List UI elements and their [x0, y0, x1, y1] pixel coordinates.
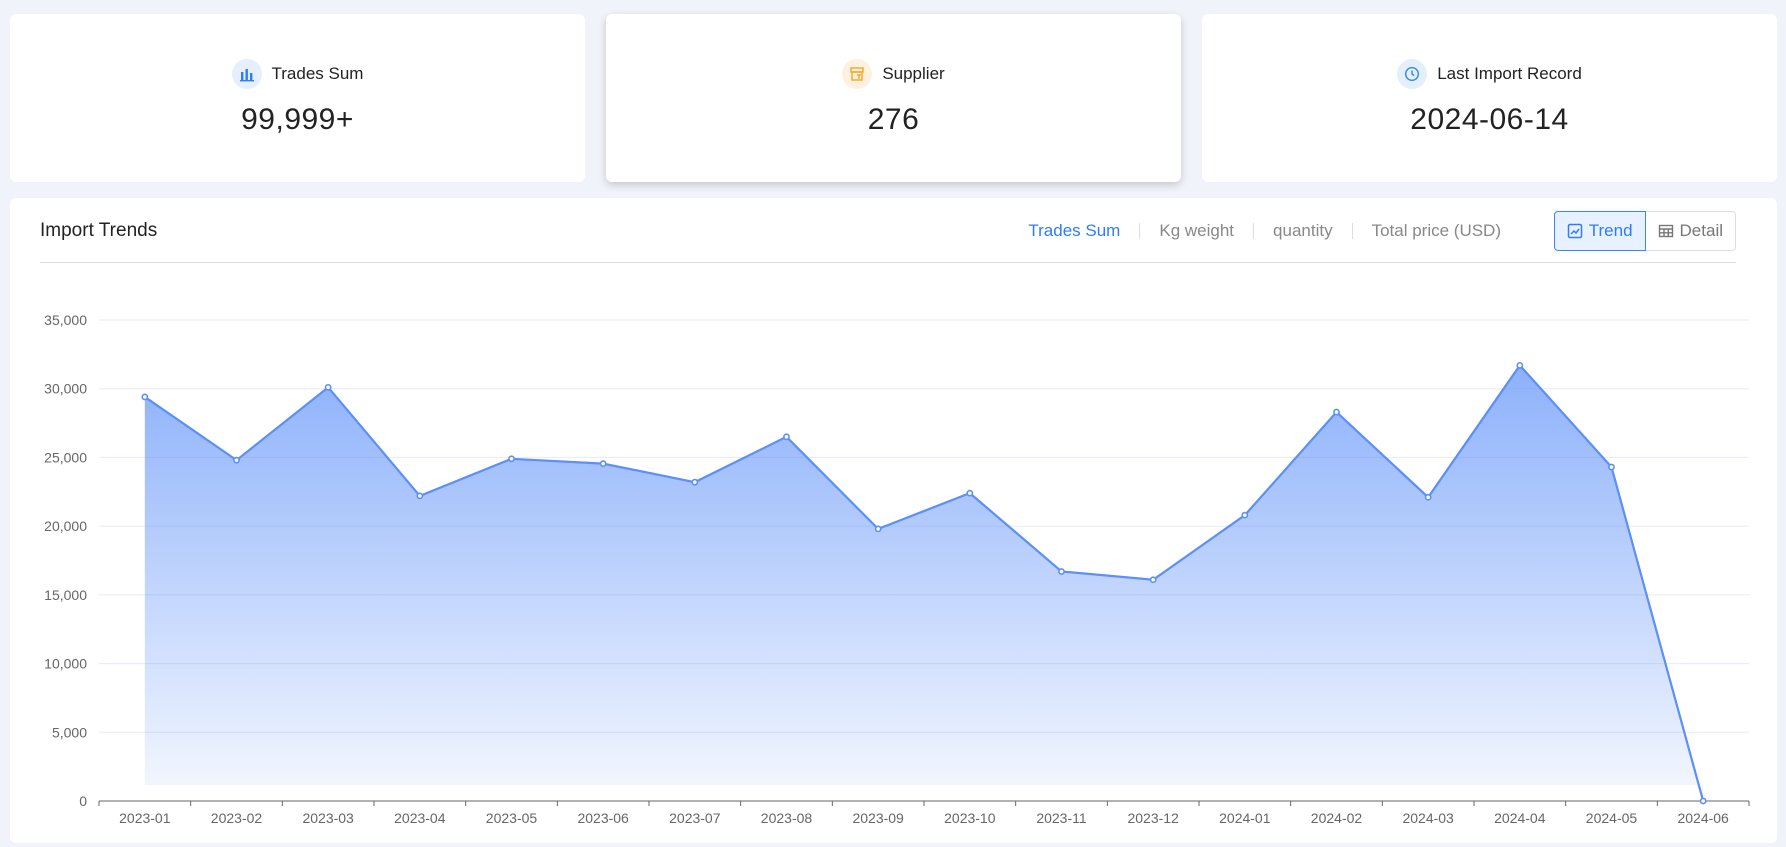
view-toggle: Trend Detail [1553, 211, 1736, 251]
divider [1351, 223, 1353, 239]
y-tick-label: 10,000 [44, 656, 87, 672]
metric-tabs: Trades Sum Kg weight quantity Total pric… [1028, 221, 1501, 241]
data-point [1608, 463, 1615, 471]
header-divider [40, 262, 1736, 263]
detail-view-button[interactable]: Detail [1645, 211, 1736, 251]
area-fill [144, 365, 1704, 801]
x-tick-label: 2023-02 [211, 810, 263, 826]
data-point [1333, 408, 1340, 416]
metric-quantity[interactable]: quantity [1273, 221, 1333, 240]
card-label: Trades Sum [271, 64, 364, 83]
x-tick-label: 2023-10 [944, 810, 996, 826]
x-tick-label: 2023-11 [1036, 810, 1087, 826]
card-value: 2024-06-14 [1410, 103, 1569, 136]
x-tick-label: 2024-01 [1219, 810, 1271, 826]
metric-trades-sum[interactable]: Trades Sum [1028, 221, 1121, 240]
x-tick-label: 2024-04 [1494, 810, 1546, 826]
x-tick-label: 2023-09 [852, 810, 904, 826]
data-point [691, 478, 699, 486]
y-tick-label: 0 [79, 793, 87, 809]
y-tick-label: 5,000 [52, 724, 87, 740]
store-icon [842, 59, 873, 89]
x-tick-label: 2023-05 [486, 810, 538, 826]
card-value: 276 [867, 103, 920, 136]
y-tick-label: 30,000 [44, 381, 87, 397]
data-point [1241, 511, 1249, 519]
data-point [599, 460, 607, 468]
card-last-import: Last Import Record 2024-06-14 [1202, 14, 1777, 182]
data-point [141, 393, 149, 401]
data-point [416, 492, 424, 500]
y-tick-label: 35,000 [44, 312, 87, 328]
series-line [144, 363, 1705, 802]
x-tick-label: 2023-06 [577, 810, 629, 826]
data-point [324, 383, 332, 391]
metric-total-price[interactable]: Total price (USD) [1371, 221, 1501, 240]
card-value: 99,999+ [241, 103, 354, 136]
x-tick-label: 2023-04 [394, 810, 446, 826]
import-trends-panel: 0 5,000 10,000 15,000 20,000 25,000 30,000 35,0… [10, 198, 1777, 843]
y-tick-label: 25,000 [44, 449, 87, 465]
card-label: Last Import Record [1437, 64, 1582, 83]
data-point [1149, 576, 1157, 584]
x-tick-label: 2023-01 [119, 810, 171, 826]
y-tick-label: 20,000 [44, 518, 87, 534]
x-tick-label: 2024-02 [1311, 810, 1363, 826]
detail-label: Detail [1679, 221, 1723, 240]
data-point [783, 433, 790, 441]
card-label: Supplier [882, 64, 945, 83]
data-point [508, 455, 515, 463]
data-point [1699, 797, 1707, 805]
data-point [966, 489, 974, 497]
data-point [233, 456, 240, 464]
table-icon [1658, 224, 1673, 238]
x-tick-label: 2023-12 [1127, 810, 1179, 826]
data-point [874, 525, 882, 533]
x-tick-label: 2023-08 [761, 810, 813, 826]
x-tick-label: 2023-03 [302, 810, 354, 826]
bar-chart-icon [231, 59, 262, 89]
x-tick-label: 2024-06 [1677, 810, 1729, 826]
card-supplier[interactable]: Supplier 276 [606, 14, 1181, 182]
x-tick-label: 2024-03 [1402, 810, 1454, 826]
data-point [1058, 568, 1065, 575]
divider [1253, 223, 1255, 239]
data-point [1424, 493, 1432, 501]
panel-title: Import Trends [40, 220, 158, 241]
trend-view-button[interactable]: Trend [1553, 211, 1646, 251]
divider [1139, 223, 1141, 239]
clock-icon [1397, 59, 1428, 89]
trend-chart: 0 5,000 10,000 15,000 20,000 25,000 30,000 35,0… [44, 312, 1750, 826]
trend-icon [1567, 223, 1582, 239]
y-tick-label: 15,000 [44, 587, 87, 603]
data-point [1516, 361, 1524, 369]
x-tick-label: 2024-05 [1586, 810, 1638, 826]
card-trades-sum: Trades Sum 99,999+ [10, 14, 585, 182]
metric-kg-weight[interactable]: Kg weight [1159, 221, 1235, 240]
trend-label: Trend [1588, 221, 1633, 240]
x-tick-label: 2023-07 [669, 810, 721, 826]
